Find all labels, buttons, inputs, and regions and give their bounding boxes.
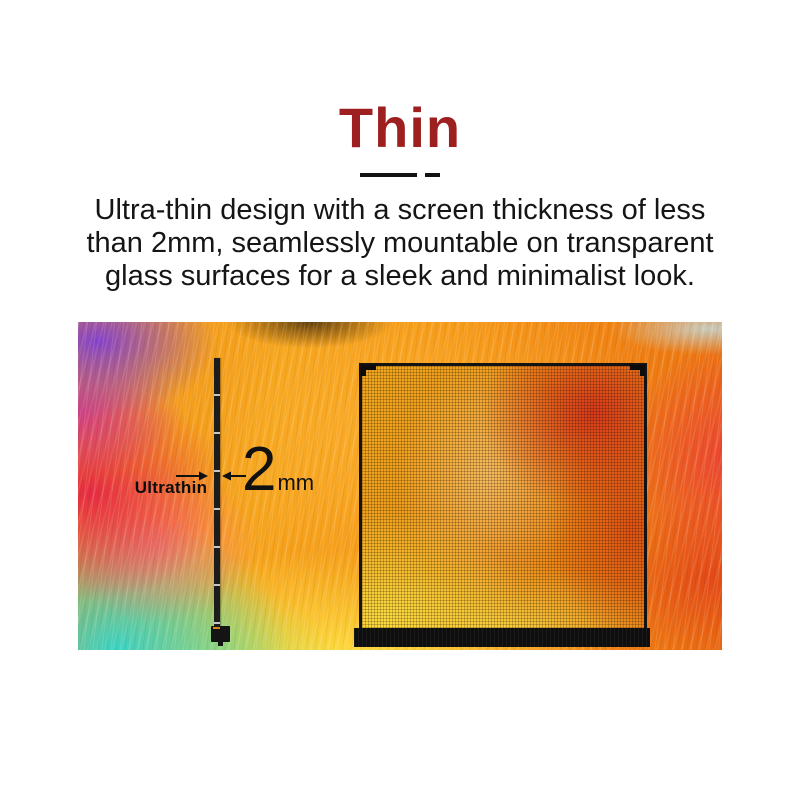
side-profile-connector bbox=[211, 626, 230, 646]
description: Ultra-thin design with a screen thicknes… bbox=[38, 194, 762, 293]
led-mesh-texture bbox=[362, 366, 644, 628]
thickness-annotation: 2 mm bbox=[242, 435, 315, 504]
panel-bottom-bar bbox=[354, 628, 650, 647]
thickness-unit: mm bbox=[277, 470, 315, 495]
product-hero-image: Ultrathin 2 mm bbox=[78, 322, 722, 650]
divider-long-dash bbox=[360, 173, 417, 177]
corner-bracket-top-right bbox=[630, 365, 645, 376]
description-line: glass surfaces for a sleek and minimalis… bbox=[105, 260, 695, 292]
page-title: Thin bbox=[338, 96, 462, 159]
header: Thin Ultra-thin design with a screen thi… bbox=[0, 0, 800, 293]
description-line: Ultra-thin design with a screen thicknes… bbox=[94, 194, 706, 226]
divider-short-dash bbox=[425, 173, 440, 177]
side-profile-screen bbox=[214, 358, 220, 628]
description-line: than 2mm, seamlessly mountable on transp… bbox=[86, 227, 714, 259]
corner-bracket-top-left bbox=[361, 365, 376, 376]
arrow-left-icon bbox=[222, 471, 246, 481]
front-panel-screen bbox=[359, 363, 647, 628]
arrow-right-icon bbox=[176, 471, 208, 481]
ultrathin-label: Ultrathin bbox=[134, 478, 208, 497]
thickness-value: 2 bbox=[242, 435, 277, 504]
title-divider bbox=[0, 172, 800, 178]
